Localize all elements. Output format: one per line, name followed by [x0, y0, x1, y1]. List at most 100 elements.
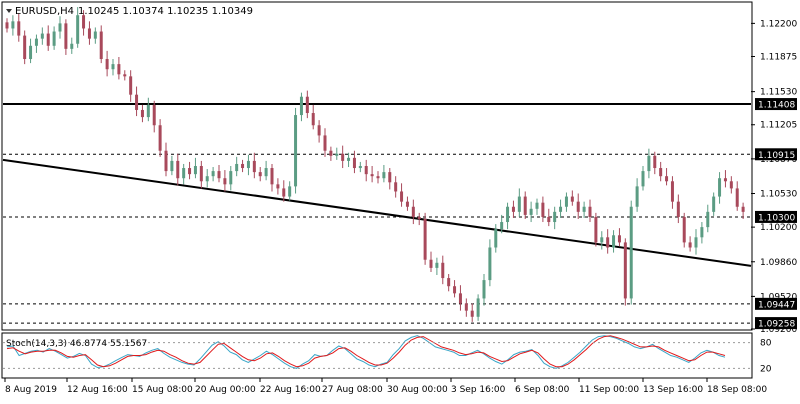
candle-body — [270, 168, 274, 185]
candle-body — [570, 196, 574, 202]
price-panel[interactable] — [1, 1, 753, 331]
candle-body — [464, 303, 468, 311]
candle-body — [564, 196, 568, 207]
candle-body — [482, 280, 486, 299]
candle-body — [276, 184, 280, 189]
symbol-label: EURUSD,H4 — [15, 6, 74, 17]
candle-body — [299, 96, 303, 116]
level-label-box — [755, 98, 797, 111]
candle-body — [288, 186, 292, 197]
candle-body — [382, 172, 386, 179]
price-tick-label: 1.09520 — [760, 292, 797, 302]
candle-body — [676, 201, 680, 217]
candle-body — [653, 155, 657, 169]
candle-body — [423, 218, 427, 260]
candle-body — [105, 59, 109, 70]
candle-body — [553, 211, 557, 223]
candle-body — [352, 157, 356, 169]
level-label-text: 1.11408 — [758, 101, 795, 111]
candle-body — [241, 163, 245, 169]
ohlc-readout: 1.10245 1.10374 1.10235 1.10349 — [78, 6, 253, 17]
price-axis: 1.122001.118751.115301.112051.108701.105… — [751, 19, 797, 335]
candle-body — [282, 188, 286, 197]
candle-body — [158, 125, 162, 151]
candle-body — [93, 31, 97, 39]
level-label-box — [755, 297, 797, 310]
candle-body — [470, 310, 474, 317]
candle-body — [411, 206, 415, 217]
time-tick-label: 30 Aug 00:00 — [387, 385, 448, 395]
candle-body — [252, 160, 256, 173]
candle-body — [258, 172, 262, 177]
candle-body — [688, 242, 692, 248]
time-tick-label: 8 Aug 2019 — [5, 385, 57, 395]
candle-body — [641, 171, 645, 187]
candle-body — [111, 64, 115, 70]
candle-body — [99, 31, 103, 60]
candle-body — [729, 181, 733, 189]
candle-body — [547, 216, 551, 223]
candle-body — [494, 229, 498, 248]
candles-group — [5, 7, 745, 322]
price-tick-label: 1.09860 — [760, 258, 797, 268]
candle-body — [606, 237, 610, 248]
candle-body — [199, 166, 203, 182]
time-tick-label: 18 Sep 08:00 — [707, 385, 767, 395]
triangle-down-icon[interactable] — [6, 9, 12, 13]
candle-body — [46, 33, 50, 46]
candle-body — [34, 38, 38, 46]
candle-body — [441, 262, 445, 279]
candle-body — [588, 206, 592, 217]
candle-body — [612, 235, 616, 248]
candle-body — [600, 237, 604, 243]
time-tick-label: 15 Aug 08:00 — [132, 385, 193, 395]
candle-body — [317, 125, 321, 136]
candle-body — [718, 178, 722, 197]
candle-body — [517, 196, 521, 212]
candle-body — [635, 186, 639, 207]
candle-body — [370, 174, 374, 177]
stoch-lines — [6, 335, 726, 369]
candle-body — [712, 196, 716, 212]
candle-body — [559, 206, 563, 212]
candle-body — [476, 298, 480, 317]
candle-body — [435, 262, 439, 268]
candle-body — [40, 33, 44, 39]
candle-body — [211, 171, 215, 177]
time-tick-label: 22 Aug 16:00 — [260, 385, 321, 395]
candle-body — [394, 182, 398, 192]
candle-body — [217, 171, 221, 179]
candle-body — [64, 23, 68, 49]
candle-body — [682, 216, 686, 243]
candle-body — [582, 206, 586, 212]
price-tick-label: 1.11205 — [760, 121, 797, 131]
candle-body — [188, 168, 192, 175]
candle-body — [694, 237, 698, 248]
candle-body — [417, 216, 421, 219]
candle-body — [541, 202, 545, 217]
candle-body — [335, 153, 339, 156]
candle-body — [129, 76, 133, 95]
candle-body — [706, 211, 710, 228]
stoch-axis: 80 20 — [3, 339, 772, 374]
candle-body — [17, 21, 21, 36]
candle-body — [123, 74, 127, 77]
price-tick-label: 1.11530 — [760, 88, 797, 98]
candle-body — [140, 109, 144, 118]
candle-body — [623, 242, 627, 299]
candle-body — [152, 104, 156, 126]
candle-body — [529, 208, 533, 215]
candle-body — [700, 227, 704, 238]
candle-body — [735, 188, 739, 207]
candle-body — [594, 216, 598, 243]
price-tick-label: 1.10200 — [760, 223, 797, 233]
candle-body — [311, 113, 315, 126]
candle-body — [347, 157, 351, 161]
price-tick-label: 1.09200 — [760, 325, 797, 335]
candle-body — [23, 35, 27, 60]
level-labels: 1.11408 1.10915 1.10300 1.09447 1.09258 — [755, 98, 797, 330]
candle-body — [205, 176, 209, 182]
candle-body — [647, 155, 651, 172]
time-tick-label: 13 Sep 16:00 — [643, 385, 703, 395]
